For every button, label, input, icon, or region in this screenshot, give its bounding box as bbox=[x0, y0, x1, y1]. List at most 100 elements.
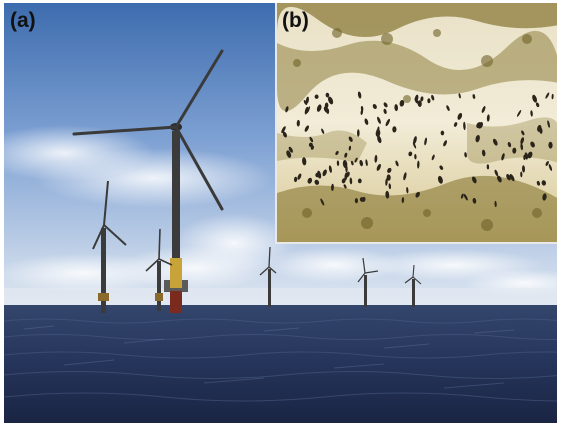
sea-waves bbox=[4, 318, 557, 402]
organism-spot bbox=[345, 171, 350, 178]
organism-spot bbox=[304, 125, 309, 132]
organism-spot bbox=[314, 94, 319, 99]
organism-spot bbox=[417, 160, 420, 169]
organism-spot bbox=[520, 143, 524, 151]
organism-spot bbox=[302, 157, 307, 166]
organism-spot bbox=[414, 94, 419, 102]
organism-spot bbox=[536, 180, 540, 186]
organism-spot bbox=[545, 161, 549, 166]
organism-spot bbox=[509, 174, 515, 182]
organism-spot bbox=[457, 112, 463, 120]
organism-spot bbox=[328, 165, 332, 173]
organism-spot bbox=[548, 141, 553, 149]
organism-spot bbox=[325, 92, 330, 98]
organism-spot bbox=[385, 118, 391, 127]
organism-spot bbox=[417, 100, 422, 107]
organism-spot bbox=[403, 172, 407, 181]
organism-spot bbox=[472, 176, 477, 184]
panel-label-a: (a) bbox=[10, 9, 36, 32]
organism-spot bbox=[357, 129, 360, 137]
organism-spot bbox=[308, 142, 313, 148]
organism-spot bbox=[376, 163, 381, 171]
organism-spot bbox=[443, 140, 448, 147]
organism-spot bbox=[374, 154, 378, 163]
organism-spot bbox=[486, 164, 490, 170]
organism-spot bbox=[463, 193, 468, 201]
organism-spot bbox=[348, 145, 352, 151]
organism-spot bbox=[408, 151, 413, 157]
panel-label-b: (b) bbox=[282, 9, 309, 32]
organism-spot bbox=[547, 120, 550, 128]
organism-spot bbox=[377, 135, 382, 144]
organism-spot bbox=[383, 108, 387, 115]
organism-spot bbox=[475, 134, 480, 143]
organism-spot bbox=[424, 137, 427, 146]
organism-spot bbox=[472, 94, 476, 99]
organism-spot bbox=[524, 152, 529, 160]
organism-spot bbox=[309, 136, 314, 143]
organism-spot bbox=[521, 165, 526, 173]
organism-spot bbox=[335, 150, 339, 156]
turbine-large bbox=[72, 49, 224, 313]
organism-spot bbox=[406, 187, 409, 194]
organism-spot bbox=[492, 138, 498, 146]
organism-spot bbox=[439, 165, 444, 170]
organism-spot bbox=[286, 150, 292, 158]
organism-spot bbox=[530, 141, 535, 148]
organism-spot bbox=[440, 130, 445, 136]
organism-spot bbox=[401, 197, 405, 204]
organism-spot bbox=[537, 124, 542, 132]
organism-spot bbox=[354, 157, 358, 163]
organism-spot bbox=[512, 147, 517, 154]
organism-spot bbox=[385, 178, 388, 186]
organism-spot bbox=[383, 102, 388, 108]
turbine-2 bbox=[92, 180, 127, 313]
turbine-4 bbox=[259, 246, 277, 307]
organism-spot bbox=[427, 98, 431, 104]
organism-spot bbox=[341, 178, 346, 184]
organism-spot bbox=[501, 153, 505, 161]
organism-spot bbox=[535, 102, 540, 108]
organism-spot bbox=[476, 122, 482, 129]
organism-spot bbox=[343, 184, 347, 189]
fouling-patches bbox=[277, 3, 557, 242]
organism-spot bbox=[365, 159, 368, 167]
organism-spot bbox=[377, 116, 381, 124]
organism-spot bbox=[530, 110, 533, 117]
organism-spot bbox=[541, 180, 547, 186]
organism-spot bbox=[323, 106, 329, 113]
turbine-3 bbox=[145, 228, 173, 311]
organism-spot bbox=[415, 191, 420, 198]
organism-spot bbox=[520, 171, 523, 178]
organism-spot bbox=[387, 167, 392, 173]
organism-spot bbox=[414, 154, 417, 160]
organism-spot bbox=[548, 164, 553, 171]
organism-spot bbox=[472, 197, 477, 204]
organism-spot bbox=[350, 160, 354, 166]
organism-spot bbox=[437, 175, 443, 184]
organism-spot bbox=[288, 146, 293, 153]
organism-spot bbox=[354, 198, 359, 204]
organism-spot bbox=[357, 91, 362, 99]
organism-spot bbox=[296, 119, 300, 127]
marine-organism-spots bbox=[281, 91, 554, 208]
organism-spot bbox=[303, 99, 308, 106]
organism-spot bbox=[551, 93, 554, 100]
clouds bbox=[4, 125, 557, 297]
organism-spot bbox=[314, 179, 320, 185]
sea bbox=[4, 305, 557, 423]
organism-spot bbox=[497, 175, 502, 183]
turbine-5 bbox=[357, 257, 379, 307]
organism-spot bbox=[322, 169, 327, 177]
organism-spot bbox=[545, 92, 550, 99]
organism-spot bbox=[463, 121, 466, 131]
organism-spot bbox=[317, 170, 322, 179]
organism-spot bbox=[360, 109, 364, 115]
organism-spot bbox=[321, 128, 325, 134]
organism-spot bbox=[359, 197, 364, 202]
organism-spot bbox=[446, 105, 450, 111]
organism-spot bbox=[342, 160, 348, 169]
organism-spot bbox=[364, 118, 369, 125]
organism-spot bbox=[331, 183, 334, 191]
organism-spot bbox=[281, 126, 286, 134]
